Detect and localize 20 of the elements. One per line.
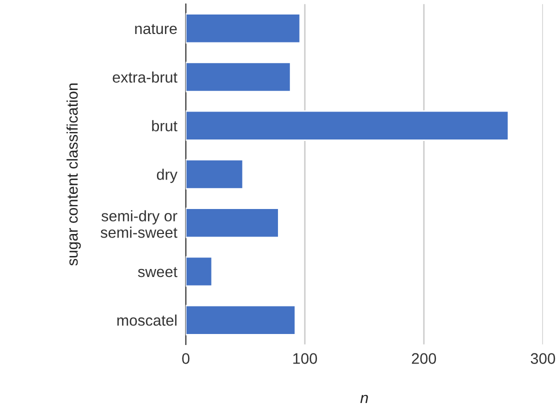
y-tick-label: dry [156, 168, 178, 183]
y-axis-title: sugar content classification [66, 84, 81, 266]
bar [186, 110, 510, 141]
y-tick-label: semi-dry or semi-sweet [100, 210, 178, 238]
x-tick-label: 200 [412, 353, 436, 364]
x-axis-title: n [360, 394, 368, 404]
bar [186, 158, 244, 190]
y-tick-label: sweet [138, 267, 178, 278]
bar [186, 304, 296, 336]
x-tick-label: 100 [293, 353, 318, 364]
y-tick-label: brut [152, 120, 178, 132]
bar [186, 208, 280, 238]
x-tick-label: 0 [182, 353, 190, 364]
y-tick-label: extra-brut [112, 71, 178, 83]
y-tick-label: moscatel [117, 314, 176, 326]
x-tick-label: 300 [530, 353, 556, 364]
bar [186, 62, 292, 92]
y-tick-label: nature [135, 24, 177, 34]
bar [186, 13, 301, 44]
bar [186, 256, 213, 287]
